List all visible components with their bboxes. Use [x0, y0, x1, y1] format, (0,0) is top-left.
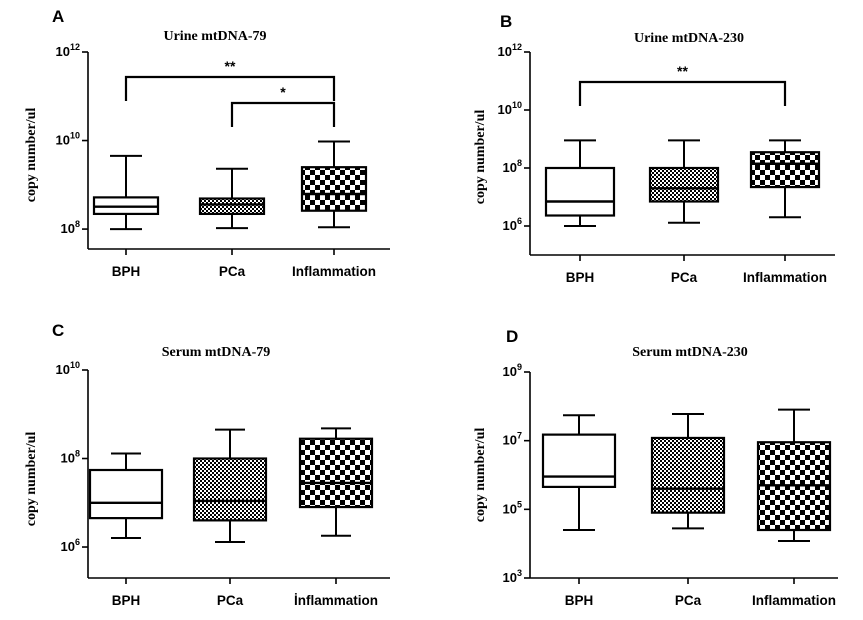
y-tick-label: 1010	[498, 100, 522, 117]
panel-letter: C	[52, 321, 64, 340]
chart-title: Serum mtDNA-230	[632, 345, 747, 360]
box-pca	[648, 139, 720, 224]
box-pca	[192, 428, 268, 543]
chart-title: Serum mtDNA-79	[162, 345, 270, 360]
significance-bracket	[124, 75, 336, 101]
y-tick-label: 108	[61, 449, 80, 466]
significance-bracket	[578, 80, 787, 106]
panel-b: B Urine mtDNA-230 copy number/ul 106 108 1010…	[473, 12, 835, 285]
box-pca	[650, 412, 726, 530]
category-label: PCa	[217, 593, 244, 608]
box-bph	[544, 139, 616, 227]
y-axis-label: copy number/ul	[24, 108, 39, 203]
panel-a: A Urine mtDNA-79 copy number/ul 108 1010 1012…	[24, 7, 390, 279]
y-tick-label: 105	[503, 499, 522, 516]
box-inflammation	[756, 408, 832, 542]
box-inflammation	[300, 140, 368, 229]
box-pca	[198, 167, 266, 230]
significance-label: *	[280, 84, 286, 100]
y-tick-label: 1012	[56, 42, 80, 59]
y-tick-label: 108	[503, 158, 522, 175]
box-i̇nflammation	[298, 427, 374, 537]
box-bph	[92, 154, 160, 231]
y-tick-label: 108	[61, 219, 80, 236]
y-tick-label: 109	[503, 362, 522, 379]
iqr-box	[192, 457, 268, 522]
chart-title: Urine mtDNA-230	[634, 31, 744, 46]
panel-letter: A	[52, 7, 64, 26]
category-label: Inflammation	[292, 264, 376, 279]
chart-title: Urine mtDNA-79	[163, 29, 266, 44]
iqr-box	[198, 197, 266, 216]
category-label: BPH	[112, 264, 141, 279]
panel-c: C Serum mtDNA-79 copy number/ul 106 108 1010 B…	[24, 321, 390, 608]
panel-letter: D	[506, 327, 518, 346]
y-tick-label: 106	[503, 216, 522, 233]
category-label: Inflammation	[752, 593, 836, 608]
y-tick-label: 103	[503, 568, 522, 585]
y-tick-label: 1010	[56, 360, 80, 377]
y-axis-label: copy number/ul	[473, 110, 488, 205]
y-tick-label: 106	[61, 537, 80, 554]
iqr-box	[298, 437, 374, 509]
box-inflammation	[749, 139, 821, 219]
category-label: Inflammation	[743, 270, 827, 285]
category-label: PCa	[675, 593, 702, 608]
significance-label: **	[677, 63, 688, 79]
iqr-box	[749, 151, 821, 189]
significance-bracket	[230, 101, 336, 127]
category-label: BPH	[112, 593, 141, 608]
category-label: BPH	[565, 593, 594, 608]
iqr-box	[88, 468, 164, 520]
y-axis-label: copy number/ul	[473, 428, 488, 523]
y-axis-label: copy number/ul	[24, 432, 39, 527]
iqr-box	[648, 166, 720, 203]
category-label: PCa	[219, 264, 246, 279]
panel-letter: B	[500, 12, 512, 31]
box-bph	[88, 452, 164, 539]
category-label: İnflammation	[294, 593, 378, 608]
box-bph	[541, 414, 617, 532]
iqr-box	[544, 166, 616, 217]
iqr-box	[300, 166, 368, 212]
category-label: BPH	[566, 270, 595, 285]
iqr-box	[650, 436, 726, 514]
significance-label: **	[225, 58, 236, 74]
y-tick-label: 107	[503, 431, 522, 448]
y-tick-label: 1010	[56, 131, 80, 148]
y-tick-label: 1012	[498, 42, 522, 59]
iqr-box	[541, 433, 617, 489]
category-label: PCa	[671, 270, 698, 285]
panel-d: D Serum mtDNA-230 copy number/ul 103 105 107 1…	[473, 327, 838, 608]
